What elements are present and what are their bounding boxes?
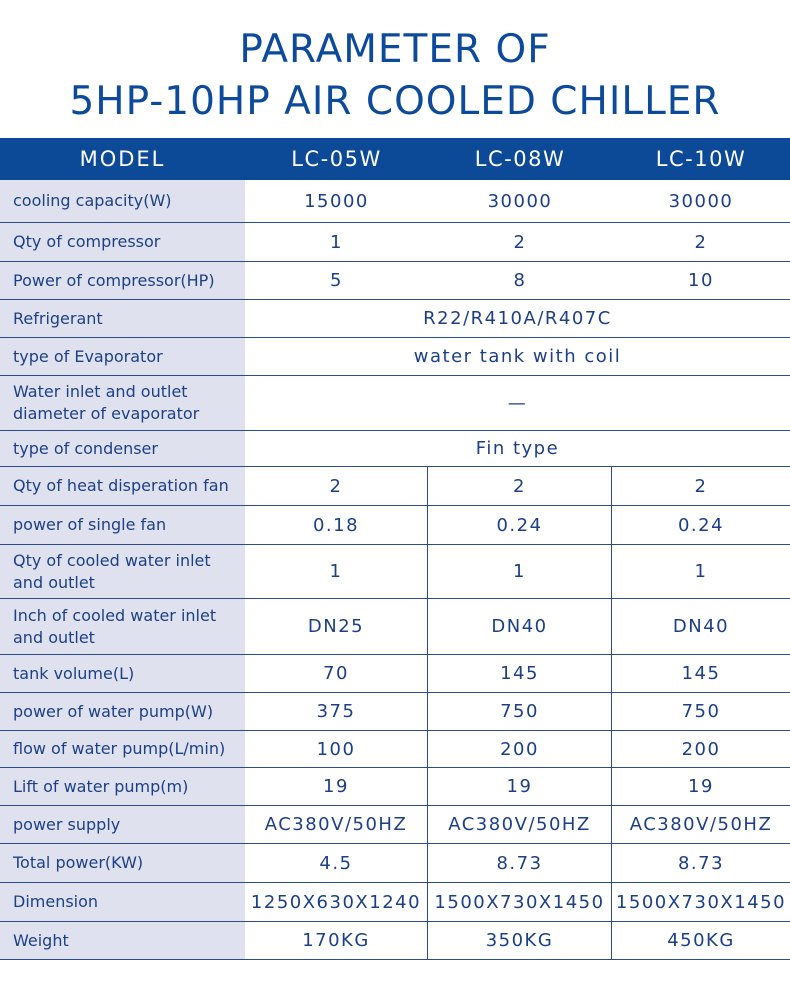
cell-value: 30000	[487, 190, 553, 212]
title-line-2: 5HP-10HP AIR COOLED CHILLER	[69, 79, 721, 124]
header-model: LC-08W	[474, 147, 566, 171]
table-row: power of water pump(W) 375 750 750	[0, 693, 790, 731]
cell-value: 19	[688, 776, 714, 797]
table-row: Qty of heat disperation fan 2 2 2	[0, 467, 790, 506]
table-row: type of condenser Fin type	[0, 431, 790, 467]
cell-value: 350KG	[428, 922, 612, 959]
table-row: Inch of cooled water inlet and outlet DN2…	[0, 599, 790, 655]
cell-value: 200	[681, 738, 721, 760]
cell-value: 2	[245, 467, 428, 505]
header-model-label: MODEL	[79, 147, 166, 171]
cell-value: 1	[428, 545, 612, 598]
row-label: Weight	[0, 922, 245, 959]
table-row: tank volume(L) 70 145 145	[0, 655, 790, 693]
row-label: type of condenser	[0, 431, 245, 466]
merged-value: Fin type	[475, 438, 560, 459]
row-label: flow of water pump(L/min)	[0, 731, 245, 767]
table-row: Lift of water pump(m) 19 19 19	[0, 768, 790, 806]
table-row: Water inlet and outlet diameter of evapo…	[0, 376, 790, 431]
row-label: power supply	[0, 806, 245, 843]
header-model: LC-10W	[655, 147, 747, 171]
cell-value: 10	[688, 270, 714, 291]
table-row: Qty of cooled water inlet and outlet 1 1 1	[0, 545, 790, 599]
cell-value: 1500X730X1450	[428, 883, 612, 921]
row-label: type of Evaporator	[0, 338, 245, 375]
row-label: Power of compressor(HP)	[0, 262, 245, 299]
row-label: Dimension	[0, 883, 245, 921]
table-row: Dimension 1250X630X1240 1500X730X1450 1500X…	[0, 883, 790, 922]
cell-value: 145	[681, 663, 721, 684]
cell-value: 15000	[304, 190, 369, 212]
cell-value: 30000	[668, 190, 734, 212]
cell-value: 70	[245, 655, 428, 692]
row-label: Lift of water pump(m)	[0, 768, 245, 805]
table-row: flow of water pump(L/min) 100 200 200	[0, 731, 790, 768]
table-row: Refrigerant R22/R410A/R407C	[0, 300, 790, 338]
row-label: Qty of heat disperation fan	[0, 467, 245, 505]
header-model: LC-05W	[291, 147, 382, 171]
merged-value: water tank with coil	[413, 346, 622, 367]
table-row: cooling capacity(W) 15000 30000 30000	[0, 180, 790, 223]
cell-value: 0.24	[428, 506, 612, 544]
row-label: cooling capacity(W)	[0, 180, 245, 222]
cell-value: AC380V/50HZ	[245, 806, 428, 843]
cell-value: 8	[513, 270, 527, 291]
cell-value: 200	[428, 731, 612, 767]
cell-value: 2	[428, 467, 612, 505]
cell-value: 1	[330, 231, 343, 253]
cell-value: 100	[245, 731, 428, 767]
table-header: MODEL LC-05W LC-08W LC-10W	[0, 138, 790, 180]
cell-value: 0.24	[677, 514, 725, 536]
table-row: power supply AC380V/50HZ AC380V/50HZ AC380V…	[0, 806, 790, 844]
cell-value: 2	[694, 475, 708, 497]
title-line-1: PARAMETER OF	[239, 27, 551, 72]
cell-value: 1	[694, 561, 708, 582]
cell-value: DN40	[428, 599, 612, 654]
cell-value: 145	[428, 655, 612, 692]
cell-value: 0.18	[245, 506, 428, 544]
row-label: Qty of cooled water inlet and outlet	[0, 545, 245, 598]
cell-value: AC380V/50HZ	[428, 806, 612, 843]
cell-value: 4.5	[245, 844, 428, 882]
table-row: Power of compressor(HP) 5 8 10	[0, 262, 790, 300]
table-row: Qty of compressor 1 2 2	[0, 223, 790, 262]
row-label: Refrigerant	[0, 300, 245, 337]
parameter-table: MODEL LC-05W LC-08W LC-10W cooling capac…	[0, 138, 790, 960]
row-label: power of single fan	[0, 506, 245, 544]
table-row: power of single fan 0.18 0.24 0.24	[0, 506, 790, 545]
cell-value: 5	[330, 270, 343, 291]
cell-value: 8.73	[677, 852, 725, 874]
row-label: Inch of cooled water inlet and outlet	[0, 599, 245, 654]
merged-value: —	[507, 392, 528, 414]
cell-value: 375	[245, 693, 428, 730]
row-label: tank volume(L)	[0, 655, 245, 692]
cell-value: 750	[428, 693, 612, 730]
merged-value: R22/R410A/R407C	[423, 308, 612, 329]
page-title: PARAMETER OF 5HP-10HP AIR COOLED CHILLER	[0, 0, 790, 124]
cell-value: 750	[681, 701, 721, 722]
cell-value: 19	[428, 768, 612, 805]
row-label: Total power(KW)	[0, 844, 245, 882]
cell-value: DN25	[245, 599, 428, 654]
cell-value: 19	[245, 768, 428, 805]
row-label: power of water pump(W)	[0, 693, 245, 730]
cell-value: 170KG	[245, 922, 428, 959]
row-label: Qty of compressor	[0, 223, 245, 261]
cell-value: 1	[245, 545, 428, 598]
cell-value: 2	[694, 231, 708, 253]
cell-value: 450KG	[667, 930, 735, 951]
table-row: Weight 170KG 350KG 450KG	[0, 922, 790, 960]
table-row: type of Evaporator water tank with coil	[0, 338, 790, 376]
cell-value: 1250X630X1240	[245, 883, 428, 921]
cell-value: AC380V/50HZ	[629, 814, 773, 835]
cell-value: 1500X730X1450	[615, 891, 787, 913]
cell-value: DN40	[672, 616, 730, 637]
cell-value: 2	[513, 231, 527, 253]
table-row: Total power(KW) 4.5 8.73 8.73	[0, 844, 790, 883]
cell-value: 8.73	[428, 844, 612, 882]
row-label: Water inlet and outlet diameter of evapo…	[0, 376, 245, 430]
